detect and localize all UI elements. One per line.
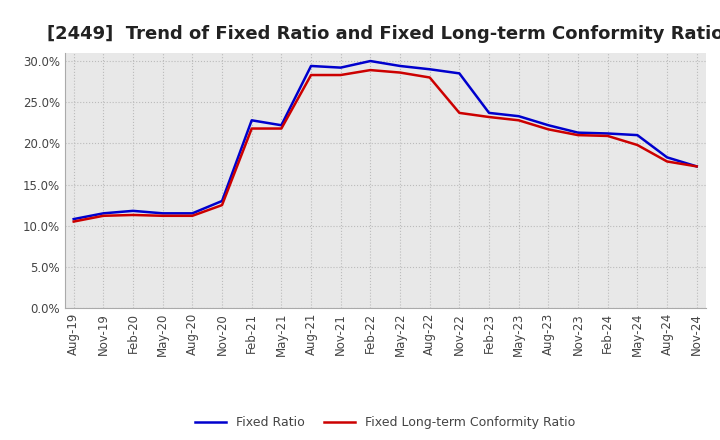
Fixed Long-term Conformity Ratio [455,110,464,116]
Fixed Long-term Conformity Ratio [485,114,493,120]
Fixed Ratio [366,59,374,64]
Fixed Ratio [662,155,671,160]
Fixed Ratio [99,211,108,216]
Fixed Long-term Conformity Ratio [544,127,553,132]
Fixed Long-term Conformity Ratio [69,219,78,224]
Fixed Long-term Conformity Ratio [307,73,315,78]
Fixed Ratio [188,211,197,216]
Fixed Ratio [307,63,315,69]
Fixed Ratio [633,132,642,138]
Fixed Ratio [69,216,78,222]
Fixed Long-term Conformity Ratio [158,213,167,218]
Fixed Ratio [574,130,582,135]
Fixed Ratio [217,198,226,204]
Fixed Long-term Conformity Ratio [336,73,345,78]
Fixed Ratio [485,110,493,116]
Fixed Long-term Conformity Ratio [426,75,434,80]
Title: [2449]  Trend of Fixed Ratio and Fixed Long-term Conformity Ratio: [2449] Trend of Fixed Ratio and Fixed Lo… [47,25,720,43]
Fixed Ratio [129,208,138,213]
Fixed Ratio [158,211,167,216]
Fixed Long-term Conformity Ratio [662,159,671,164]
Fixed Long-term Conformity Ratio [574,132,582,138]
Fixed Ratio [693,164,701,169]
Fixed Ratio [396,63,405,69]
Fixed Long-term Conformity Ratio [693,164,701,169]
Fixed Long-term Conformity Ratio [366,67,374,73]
Fixed Long-term Conformity Ratio [277,126,286,131]
Fixed Long-term Conformity Ratio [217,202,226,208]
Fixed Long-term Conformity Ratio [603,133,612,139]
Fixed Ratio [455,71,464,76]
Fixed Ratio [603,131,612,136]
Fixed Long-term Conformity Ratio [99,213,108,218]
Fixed Long-term Conformity Ratio [396,70,405,75]
Legend: Fixed Ratio, Fixed Long-term Conformity Ratio: Fixed Ratio, Fixed Long-term Conformity … [190,411,580,434]
Fixed Ratio [248,117,256,123]
Fixed Long-term Conformity Ratio [633,143,642,148]
Fixed Long-term Conformity Ratio [248,126,256,131]
Fixed Long-term Conformity Ratio [188,213,197,218]
Line: Fixed Long-term Conformity Ratio: Fixed Long-term Conformity Ratio [73,70,697,222]
Fixed Ratio [544,123,553,128]
Fixed Long-term Conformity Ratio [514,117,523,123]
Fixed Ratio [277,123,286,128]
Line: Fixed Ratio: Fixed Ratio [73,61,697,219]
Fixed Ratio [336,65,345,70]
Fixed Ratio [426,66,434,72]
Fixed Long-term Conformity Ratio [129,213,138,218]
Fixed Ratio [514,114,523,119]
